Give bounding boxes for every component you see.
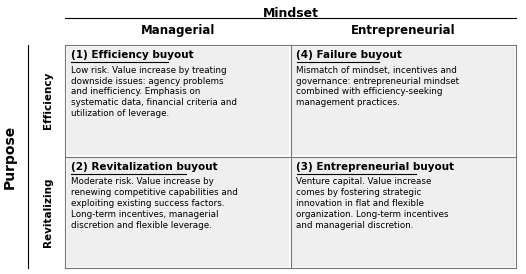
Text: (3) Entrepreneurial buyout: (3) Entrepreneurial buyout	[297, 161, 454, 172]
Text: Entrepreneurial: Entrepreneurial	[351, 24, 456, 37]
Bar	[292, 47, 514, 155]
Bar	[66, 158, 289, 267]
Text: Mindset: Mindset	[262, 7, 319, 20]
Text: Mismatch of mindset, incentives and
governance: entrepreneurial mindset
combined: Mismatch of mindset, incentives and gove…	[297, 66, 460, 107]
Text: Venture capital. Value increase
comes by fostering strategic
innovation in flat : Venture capital. Value increase comes by…	[297, 178, 449, 230]
Text: Revitalizing: Revitalizing	[44, 178, 54, 247]
Text: Purpose: Purpose	[3, 124, 17, 189]
Text: Efficiency: Efficiency	[44, 72, 54, 129]
Text: (1) Efficiency buyout: (1) Efficiency buyout	[71, 50, 194, 60]
Text: (2) Revitalization buyout: (2) Revitalization buyout	[71, 161, 218, 172]
Text: Managerial: Managerial	[140, 24, 215, 37]
Text: (4) Failure buyout: (4) Failure buyout	[297, 50, 402, 60]
Bar	[66, 47, 289, 155]
Text: Moderate risk. Value increase by
renewing competitive capabilities and
exploitin: Moderate risk. Value increase by renewin…	[71, 178, 238, 230]
Bar	[292, 158, 514, 267]
Text: Low risk. Value increase by treating
downside issues: agency problems
and ineffi: Low risk. Value increase by treating dow…	[71, 66, 237, 118]
